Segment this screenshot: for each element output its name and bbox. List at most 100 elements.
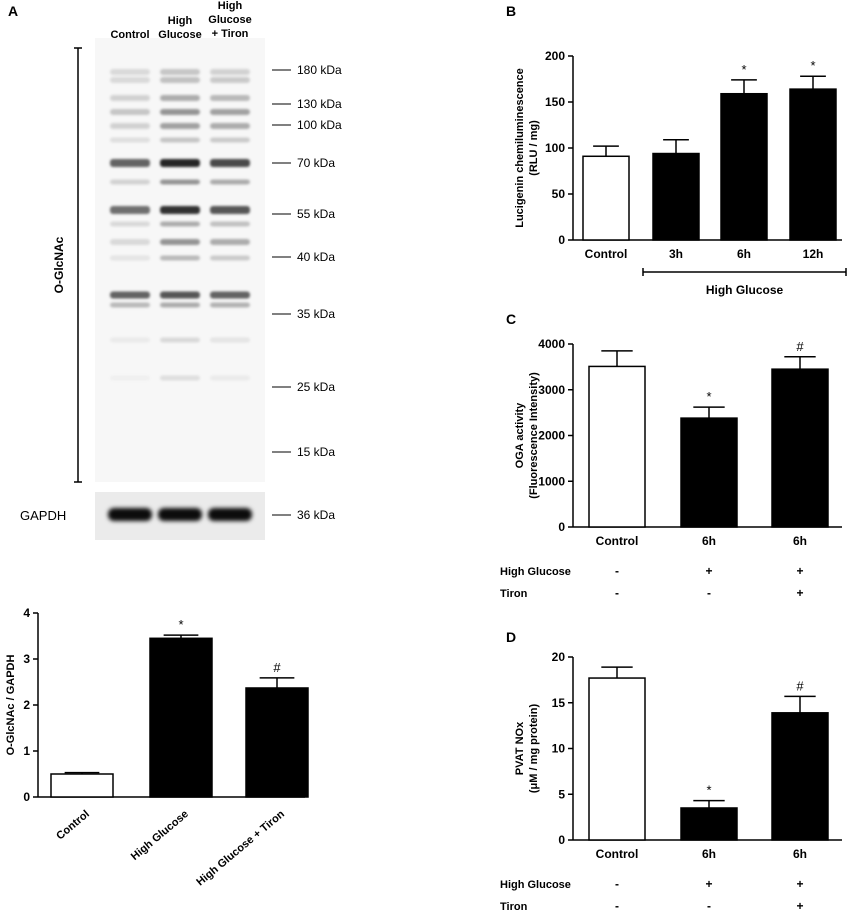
bar [789,88,837,241]
panel-label-c: C [506,311,516,327]
blot-band [160,95,200,101]
significance-marker: * [810,58,815,73]
blot-band [110,376,150,381]
y-tick-label: 0 [23,790,30,804]
blot-band [110,337,150,343]
condition-mark: + [705,877,712,891]
o-glcnac-label: O-GlcNAc [52,236,66,293]
chart-d-pvat-nox: 0 5 10 15 20 PVAT NOx (μM / mg protein) Control… [500,650,842,913]
bar [652,152,700,241]
marker-label: 40 kDa [297,250,335,264]
blot-band [160,302,200,308]
blot-band [110,69,150,75]
blot-band [110,221,150,227]
condition-label: Tiron [500,588,528,600]
bar [771,368,829,528]
gapdh-band [208,508,252,521]
blot-band [210,69,250,75]
y-tick-label: 20 [552,650,566,664]
bar [588,677,646,841]
blot-band [160,291,200,299]
condition-mark: - [615,877,619,891]
x-tick-label: Control [54,808,92,842]
bar [582,155,630,241]
significance-marker: # [273,660,281,675]
condition-mark: + [796,586,803,600]
y-tick-label: 50 [552,187,566,201]
y-axis-label: OGA activity [514,402,526,468]
x-tick-label: 3h [669,247,683,261]
y-tick-label: 150 [545,95,565,109]
blot-band [160,159,200,167]
blot-band [210,95,250,101]
bar [50,773,114,798]
y-axis-label: Lucigenin chemiluminescence [514,68,526,228]
y-tick-label: 3 [23,652,30,666]
marker-label: 15 kDa [297,445,335,459]
condition-mark: + [796,564,803,578]
lane-header-2: Glucose [208,14,251,26]
panel-label-d: D [506,629,516,645]
bar [245,687,309,798]
significance-marker: # [796,678,804,693]
x-tick-label: High Glucose + Tiron [194,808,287,889]
y-tick-label: 4 [23,606,30,620]
marker-label: 100 kDa [297,118,342,132]
marker-ladder: 180 kDa 130 kDa 100 kDa 70 kDa 55 kDa 40 kDa 3… [272,63,342,522]
blot-band [210,337,250,343]
blot-band [210,375,250,381]
blot-band [160,69,200,75]
y-tick-label: 1000 [538,474,565,488]
blot-band [110,291,150,299]
blot-band [110,255,150,261]
gapdh-marker-label: 36 kDa [297,508,335,522]
y-tick-label: 2 [23,698,30,712]
bar [588,365,646,528]
gapdh-label: GAPDH [20,508,66,523]
x-tick-label: Control [596,534,639,548]
significance-marker: * [741,62,746,77]
significance-marker: * [706,783,711,798]
lane-header-2: High [218,0,243,12]
x-tick-label: 6h [793,847,807,861]
bar [680,417,738,528]
y-tick-label: 0 [558,520,565,534]
blot-band [210,77,250,83]
blot-band [160,337,200,343]
x-tick-label: 12h [803,247,824,261]
condition-mark: - [707,586,711,600]
y-tick-label: 3000 [538,383,565,397]
significance-marker: * [706,389,711,404]
blot-band [210,206,250,214]
blot-band [160,221,200,227]
blot-band [110,302,150,308]
blot-band [110,179,150,185]
marker-label: 130 kDa [297,97,342,111]
blot-band [110,123,150,129]
condition-mark: - [615,586,619,600]
marker-label: 55 kDa [297,207,335,221]
condition-mark: + [796,877,803,891]
blot-band [210,302,250,308]
marker-label: 180 kDa [297,63,342,77]
blot-band [110,109,150,115]
x-tick-label: Control [596,847,639,861]
condition-mark: - [615,899,619,913]
gapdh-bands [108,508,252,521]
x-tick-label: 6h [737,247,751,261]
x-tick-label: 6h [702,847,716,861]
y-axis-label: PVAT NOx [514,721,526,775]
gapdh-band [158,508,202,521]
blot-band [160,239,200,245]
condition-mark: + [705,564,712,578]
blot-band [110,239,150,245]
chart-a-o-glcnac-quantification: 0 1 2 3 4 O-GlcNAc / GAPDH Control * High Glucos… [5,606,309,889]
chart-b-lucigenin: 0 50 100 150 200 Lucigenin chemiluminescence(… [514,49,847,297]
condition-mark: - [615,564,619,578]
x-tick-label: 6h [702,534,716,548]
y-axis-label: (RLU / mg) [528,120,540,176]
gapdh-band [108,508,152,521]
blot-band [210,255,250,261]
